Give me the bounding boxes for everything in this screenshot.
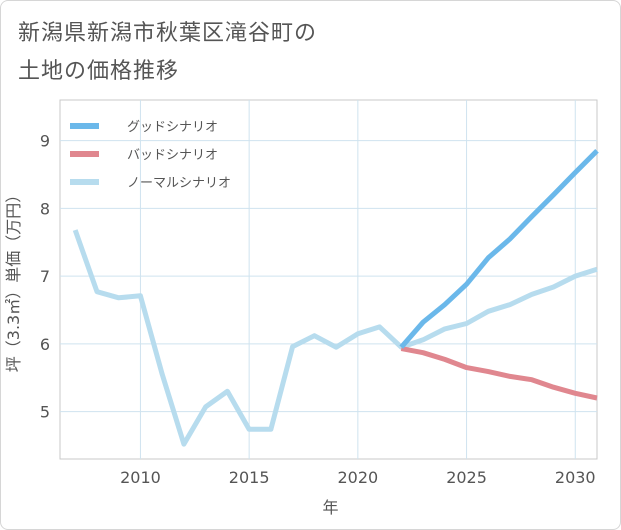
y-tick-label: 6	[40, 335, 50, 354]
x-tick-label: 2020	[337, 468, 378, 487]
normal-scenario-line	[72, 229, 598, 447]
y-tick-label: 5	[40, 403, 50, 422]
chart-title-line-2: 土地の価格推移	[18, 59, 180, 84]
plot-area	[59, 99, 598, 460]
legend-label-normal-scenario: ノーマルシナリオ	[127, 176, 231, 191]
x-tick-label: 2015	[229, 468, 270, 487]
x-axis-label: 年	[322, 498, 338, 517]
x-tick-label: 2010	[120, 468, 161, 487]
x-tick-label: 2030	[555, 468, 596, 487]
chart-title-line-1: 新潟県新潟市秋葉区滝谷町の	[18, 21, 318, 46]
chart-title: 新潟県新潟市秋葉区滝谷町の 土地の価格推移	[18, 15, 317, 91]
legend-label-good-scenario: グッドシナリオ	[127, 120, 218, 135]
legend-label-bad-scenario: バッドシナリオ	[127, 148, 218, 163]
bad-scenario-line	[400, 346, 598, 401]
y-tick-label: 7	[40, 267, 50, 286]
y-axis-label: 坪（3.3㎡）単価（万円）	[4, 187, 23, 372]
x-tick-label: 2025	[446, 468, 487, 487]
good-scenario-line	[399, 149, 599, 349]
y-tick-label: 9	[40, 132, 50, 151]
y-tick-label: 8	[40, 199, 50, 218]
